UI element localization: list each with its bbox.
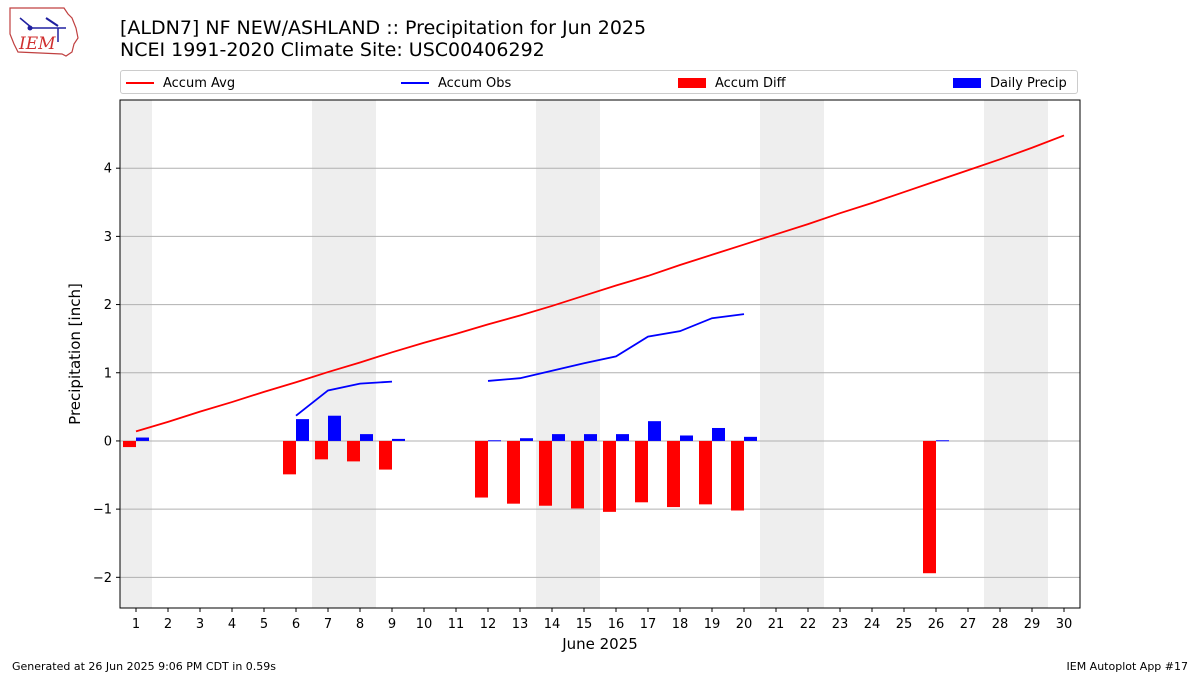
legend-label-accum-avg: Accum Avg xyxy=(163,75,236,91)
bar-accum-diff xyxy=(635,440,648,503)
chart-title: [ALDN7] NF NEW/ASHLAND :: Precipitation … xyxy=(120,17,647,39)
legend-item-daily-precip: Daily Precip xyxy=(953,74,1067,92)
x-tick-label: 8 xyxy=(356,617,364,632)
bar-accum-diff xyxy=(571,440,584,509)
x-tick-label: 7 xyxy=(324,617,332,632)
x-tick-label: 12 xyxy=(480,617,497,632)
bar-accum-diff xyxy=(699,440,712,505)
bar-daily-precip xyxy=(584,434,597,441)
legend-item-accum-obs: Accum Obs xyxy=(401,74,511,92)
bar-daily-precip xyxy=(680,435,693,441)
x-tick-label: 24 xyxy=(864,617,881,632)
x-tick-label: 5 xyxy=(260,617,268,632)
line-accum-avg xyxy=(135,134,1065,433)
legend-item-accum-avg: Accum Avg xyxy=(126,74,235,92)
bar-accum-diff xyxy=(667,440,680,508)
bar-daily-precip xyxy=(648,421,661,441)
y-tick-label: 4 xyxy=(104,162,112,177)
bar-accum-diff xyxy=(315,440,328,460)
chart-subtitle: NCEI 1991-2020 Climate Site: USC00406292 xyxy=(120,39,545,61)
x-tick-label: 26 xyxy=(928,617,945,632)
bar-daily-precip xyxy=(936,440,949,442)
x-tick-label: 21 xyxy=(768,617,785,632)
x-tick-label: 30 xyxy=(1056,617,1073,632)
x-tick-label: 27 xyxy=(960,617,977,632)
bar-daily-precip xyxy=(488,440,501,442)
x-axis-label: June 2025 xyxy=(561,635,638,653)
bar-daily-precip xyxy=(520,438,533,441)
x-tick-label: 4 xyxy=(228,617,236,632)
plot-frame xyxy=(119,99,1081,609)
x-tick-label: 3 xyxy=(196,617,204,632)
bar-daily-precip xyxy=(328,415,341,441)
weekend-band-1 xyxy=(312,100,376,608)
y-tick-label: 3 xyxy=(104,230,112,245)
x-tick-label: 29 xyxy=(1024,617,1041,632)
legend-item-accum-diff: Accum Diff xyxy=(678,74,786,92)
x-tick-label: 2 xyxy=(164,617,172,632)
x-tick-label: 20 xyxy=(736,617,753,632)
bar-daily-precip xyxy=(744,436,757,441)
bar-accum-diff xyxy=(475,440,488,498)
x-tick-label: 13 xyxy=(512,617,529,632)
x-tick-label: 25 xyxy=(896,617,913,632)
x-tick-label: 16 xyxy=(608,617,625,632)
legend-label-accum-diff: Accum Diff xyxy=(715,75,786,91)
iem-logo: IEM xyxy=(9,7,79,57)
bar-daily-precip xyxy=(392,438,405,441)
legend-swatch-accum-avg xyxy=(126,82,154,84)
footer-generated: Generated at 26 Jun 2025 9:06 PM CDT in … xyxy=(12,660,277,673)
x-tick-label: 11 xyxy=(448,617,465,632)
legend: Accum Avg Accum Obs Accum Diff Daily Pre… xyxy=(120,70,1078,94)
legend-label-accum-obs: Accum Obs xyxy=(438,75,512,91)
bar-daily-precip xyxy=(616,434,629,441)
weekend-band-2 xyxy=(536,100,600,608)
x-tick-label: 17 xyxy=(640,617,657,632)
bar-daily-precip xyxy=(712,427,725,441)
line-accum-obs xyxy=(295,380,393,417)
y-tick-label: 0 xyxy=(104,434,112,449)
x-tick-label: 19 xyxy=(704,617,721,632)
bar-accum-diff xyxy=(379,440,392,470)
line-accum-obs xyxy=(487,313,745,382)
y-tick-label: −2 xyxy=(93,571,112,586)
legend-label-daily-precip: Daily Precip xyxy=(990,75,1067,91)
bar-accum-diff xyxy=(539,440,552,506)
x-tick-label: 9 xyxy=(388,617,396,632)
y-tick-label: −1 xyxy=(93,503,112,518)
weekend-band-0 xyxy=(120,100,152,608)
x-tick-label: 15 xyxy=(576,617,593,632)
weekend-band-3 xyxy=(760,100,824,608)
y-tick-label: 1 xyxy=(104,366,112,381)
legend-swatch-accum-obs xyxy=(401,82,429,84)
x-tick-label: 1 xyxy=(132,617,140,632)
bar-accum-diff xyxy=(731,440,744,511)
logo-text: IEM xyxy=(18,34,56,54)
bar-accum-diff xyxy=(283,440,296,475)
x-tick-label: 28 xyxy=(992,617,1009,632)
bar-daily-precip xyxy=(360,434,373,441)
x-tick-label: 6 xyxy=(292,617,300,632)
bar-accum-diff xyxy=(603,440,616,512)
bar-daily-precip xyxy=(552,434,565,441)
bar-daily-precip xyxy=(296,419,309,441)
legend-swatch-accum-diff xyxy=(678,78,706,88)
weekend-band-4 xyxy=(984,100,1048,608)
x-tick-label: 18 xyxy=(672,617,689,632)
footer-app: IEM Autoplot App #17 xyxy=(1066,660,1189,673)
bar-accum-diff xyxy=(347,440,360,462)
x-tick-label: 10 xyxy=(416,617,433,632)
bar-accum-diff xyxy=(507,440,520,504)
legend-swatch-daily-precip xyxy=(953,78,981,88)
y-tick-label: 2 xyxy=(104,298,112,313)
bar-daily-precip xyxy=(136,437,149,441)
bar-accum-diff xyxy=(923,440,936,574)
x-tick-label: 23 xyxy=(832,617,849,632)
bar-accum-diff xyxy=(123,440,136,448)
y-axis-label: Precipitation [inch] xyxy=(66,283,84,425)
x-tick-label: 14 xyxy=(544,617,561,632)
x-tick-label: 22 xyxy=(800,617,817,632)
